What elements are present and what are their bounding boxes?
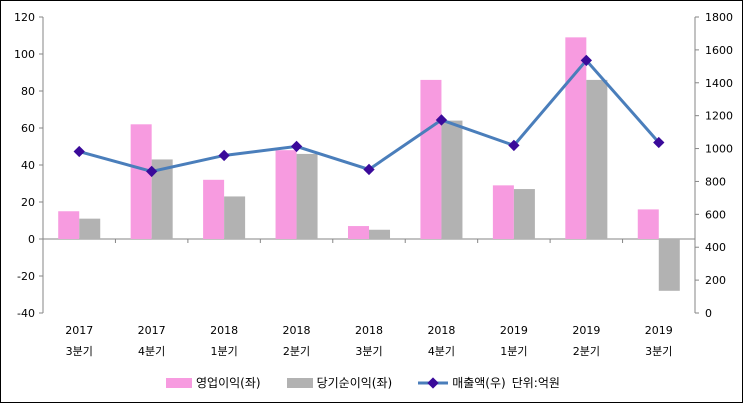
bar-net-income <box>513 189 535 239</box>
left-tick-label: 80 <box>21 85 35 98</box>
bar-operating-profit <box>58 211 80 239</box>
left-tick-label: -20 <box>17 270 35 283</box>
category-quarter-label: 4분기 <box>138 345 165 358</box>
revenue-marker <box>73 145 85 158</box>
revenue-marker <box>580 54 592 67</box>
category-year-label: 2019 <box>500 324 528 337</box>
bar-net-income <box>586 79 608 240</box>
revenue-marker <box>363 163 375 176</box>
bar-net-income <box>658 239 680 291</box>
unit-note: 단위:억원 <box>511 376 560 390</box>
bar-net-income <box>224 196 246 239</box>
legend-item-net-income: 당기순이익(좌) <box>286 374 393 391</box>
right-tick-label: 1600 <box>705 44 733 57</box>
bar-operating-profit <box>203 179 225 239</box>
bar-net-income <box>151 159 173 239</box>
bar-net-income <box>79 218 101 239</box>
left-tick-label: 40 <box>21 159 35 172</box>
category-year-label: 2018 <box>283 324 311 337</box>
bar-net-income <box>296 153 318 239</box>
legend-item-operating-profit: 영업이익(좌) <box>166 374 261 391</box>
right-tick-label: 800 <box>705 175 726 188</box>
legend-swatch-pink <box>166 377 192 388</box>
left-tick-label: -40 <box>17 307 35 320</box>
category-quarter-label: 3분기 <box>355 345 382 358</box>
category-quarter-label: 1분기 <box>500 345 527 358</box>
left-tick-label: 20 <box>21 196 35 209</box>
category-quarter-label: 2분기 <box>283 345 310 358</box>
right-tick-label: 400 <box>705 241 726 254</box>
revenue-marker <box>653 136 665 149</box>
right-tick-label: 0 <box>705 307 712 320</box>
bar-operating-profit <box>130 124 152 239</box>
right-tick-label: 200 <box>705 274 726 287</box>
category-year-label: 2019 <box>572 324 600 337</box>
bar-operating-profit <box>275 150 297 239</box>
left-tick-label: 0 <box>28 233 35 246</box>
left-tick-label: 100 <box>14 48 35 61</box>
right-tick-label: 1800 <box>705 11 733 24</box>
bar-net-income <box>369 229 391 239</box>
bar-operating-profit <box>347 226 369 239</box>
legend-label: 매출액(우) <box>452 376 506 390</box>
right-tick-label: 600 <box>705 208 726 221</box>
category-quarter-label: 3분기 <box>66 345 93 358</box>
bar-operating-profit <box>565 37 587 239</box>
category-quarter-label: 3분기 <box>645 345 672 358</box>
bar-operating-profit <box>637 209 659 239</box>
category-quarter-label: 2분기 <box>573 345 600 358</box>
category-year-label: 2018 <box>355 324 383 337</box>
legend-line-marker-icon <box>418 376 449 389</box>
revenue-marker <box>290 140 303 153</box>
right-tick-label: 1200 <box>705 110 733 123</box>
legend-label: 당기순이익(좌) <box>316 376 393 390</box>
legend-swatch-gray <box>286 377 313 388</box>
category-year-label: 2017 <box>138 324 166 337</box>
revenue-marker <box>146 165 158 178</box>
left-tick-label: 60 <box>21 122 35 135</box>
category-quarter-label: 1분기 <box>210 345 237 358</box>
bar-net-income <box>441 120 463 239</box>
category-year-label: 2018 <box>427 324 455 337</box>
bar-operating-profit <box>492 185 514 239</box>
category-year-label: 2019 <box>645 324 673 337</box>
legend-item-revenue: 매출액(우) 단위:억원 <box>418 374 560 391</box>
legend: 영업이익(좌) 당기순이익(좌) 매출액(우) 단위:억원 <box>166 374 560 391</box>
category-year-label: 2018 <box>210 324 238 337</box>
legend-label: 영업이익(좌) <box>196 376 261 390</box>
revenue-marker <box>218 149 230 162</box>
bar-operating-profit <box>420 79 442 240</box>
category-year-label: 2017 <box>65 324 93 337</box>
right-tick-label: 1400 <box>705 77 733 90</box>
left-tick-label: 120 <box>14 11 35 24</box>
category-quarter-label: 4분기 <box>428 345 455 358</box>
right-tick-label: 1000 <box>705 143 733 156</box>
